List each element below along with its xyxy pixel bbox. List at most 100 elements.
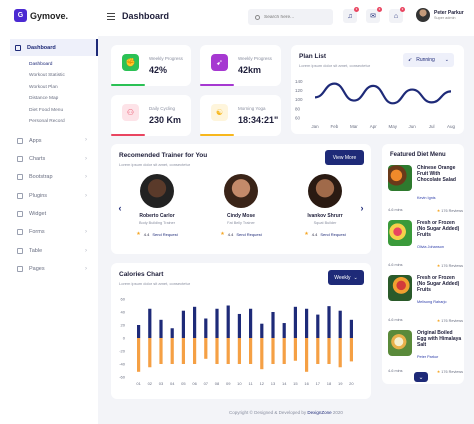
star-icon: ★ bbox=[136, 231, 141, 237]
search-icon[interactable] bbox=[255, 14, 260, 20]
search-input[interactable] bbox=[264, 14, 324, 20]
bar bbox=[237, 338, 241, 364]
sidebar-item-table[interactable]: Table › bbox=[0, 242, 98, 260]
stat-label: Weekly Progress bbox=[149, 56, 183, 61]
y-tick-label: -20 bbox=[119, 349, 126, 354]
y-tick-label: 120 bbox=[295, 88, 303, 93]
featured-diet-menu-card: Featured Diet Menu Chinese Orange Fruit … bbox=[382, 144, 464, 384]
trainer-role: Fat Belly Trainer bbox=[227, 221, 255, 225]
trainer-subtitle: Lorem ipsum dolor sit amet, consectetur bbox=[119, 162, 191, 167]
diet-menu-item[interactable]: Original Boiled Egg with Himalaya Salt 4… bbox=[388, 330, 463, 374]
brand[interactable]: G Gymove. bbox=[14, 9, 68, 22]
bar bbox=[260, 323, 264, 338]
messages-button[interactable]: ✉ 3 bbox=[366, 7, 382, 23]
bicycle-icon: ⚇ bbox=[122, 104, 139, 121]
food-reviews: 176 Reviews bbox=[441, 209, 463, 213]
food-author[interactable]: Kevin Ignis bbox=[417, 196, 436, 200]
stat-value: 42km bbox=[238, 65, 262, 75]
footer-link[interactable]: DexignZone bbox=[307, 410, 332, 415]
sidebar-item-plugins[interactable]: Plugins › bbox=[0, 187, 98, 205]
notification-button[interactable]: ♫ 3 bbox=[343, 7, 359, 23]
charts-icon bbox=[17, 155, 23, 162]
x-tick-label: 12 bbox=[260, 381, 265, 386]
sidebar-item-widget[interactable]: Widget bbox=[0, 205, 98, 223]
food-meta: 4-6 mins ★ 176 Reviews bbox=[388, 318, 463, 323]
chevron-right-icon: › bbox=[85, 247, 87, 254]
trainer-card[interactable]: Ivankov Shrurr Squat Builder ★ 4.4 Send Re… bbox=[295, 174, 355, 237]
search-box bbox=[248, 9, 333, 25]
bar bbox=[137, 325, 141, 338]
send-request-link[interactable]: Send Request bbox=[320, 231, 346, 237]
bar bbox=[349, 338, 353, 362]
x-tick-label: 02 bbox=[148, 381, 153, 386]
header: Dashboard ♫ 3 ✉ 3 ⌂ 3 Peter Parkur Super… bbox=[98, 0, 474, 36]
submenu-distance-map[interactable]: Distance Map bbox=[29, 96, 59, 102]
x-tick-label: Mar bbox=[350, 124, 358, 129]
send-request-link[interactable]: Send Request bbox=[236, 231, 262, 237]
stat-card-weekly-progress[interactable]: ✊ Weekly Progress 42% bbox=[111, 45, 191, 86]
submenu-diet-food-menu[interactable]: Diet Food Menu bbox=[29, 107, 64, 113]
sidebar-item-forms[interactable]: Forms › bbox=[0, 223, 98, 241]
sidebar-item-pages[interactable]: Pages › bbox=[0, 260, 98, 278]
user-profile[interactable]: Peter Parkur Super admin bbox=[416, 8, 464, 22]
diet-menu-item[interactable]: Chinese Orange Fruit With Chocolate Sala… bbox=[388, 165, 463, 213]
bar bbox=[249, 338, 253, 364]
nav: Dashboard Dashboard Workout Statistic Wo… bbox=[0, 39, 98, 278]
bar bbox=[305, 308, 309, 338]
send-request-link[interactable]: Send Request bbox=[152, 231, 178, 237]
y-tick-label: 140 bbox=[295, 79, 303, 84]
bar bbox=[260, 338, 264, 370]
chevron-left-icon[interactable]: ‹ bbox=[118, 203, 122, 213]
runner-icon: ➹ bbox=[211, 54, 228, 71]
food-author[interactable]: Olivia Johanson bbox=[417, 245, 445, 249]
view-more-button[interactable]: View More bbox=[325, 150, 364, 165]
trainer-card[interactable]: Roberto Carlor Body Building Trainer ★ 4.… bbox=[127, 174, 187, 237]
bar bbox=[148, 308, 152, 338]
runner-icon: ➹ bbox=[408, 57, 413, 63]
food-thumbnail bbox=[388, 220, 412, 246]
submenu-workout-plan[interactable]: Workout Plan bbox=[29, 84, 58, 90]
x-tick-label: 18 bbox=[327, 381, 332, 386]
food-name: Fresh or Frozen (No Sugar Added) Fruits bbox=[417, 275, 460, 293]
sidebar-item-label: Bootstrap bbox=[29, 174, 53, 181]
x-tick-label: 20 bbox=[349, 381, 354, 386]
bar bbox=[193, 338, 197, 364]
notification-badge: 3 bbox=[354, 7, 359, 12]
stat-card-weekly-distance[interactable]: ➹ Weekly Progress 42km bbox=[200, 45, 281, 86]
sidebar-item-charts[interactable]: Charts › bbox=[0, 150, 98, 168]
submenu-dashboard[interactable]: Dashboard bbox=[29, 62, 53, 67]
stat-progress-bar bbox=[111, 134, 145, 136]
sidebar-item-bootstrap[interactable]: Bootstrap › bbox=[0, 168, 98, 186]
x-tick-label: 15 bbox=[293, 381, 298, 386]
chevron-down-icon[interactable]: ⌄ bbox=[414, 372, 428, 382]
trainer-card[interactable]: Cindy Mose Fat Belly Trainer ★ 4.4 Send Re… bbox=[211, 174, 271, 237]
weekly-dropdown[interactable]: Weekly ⌄ bbox=[328, 270, 364, 285]
chevron-down-icon: ⌄ bbox=[353, 274, 358, 281]
sidebar-item-apps[interactable]: Apps › bbox=[0, 131, 98, 149]
stat-card-daily-cycling[interactable]: ⚇ Daily Cycling 230 Km bbox=[111, 95, 191, 136]
bar bbox=[305, 338, 309, 372]
star-icon: ★ bbox=[436, 264, 441, 268]
sidebar-item-dashboard[interactable]: Dashboard bbox=[10, 39, 98, 56]
bar bbox=[137, 338, 141, 372]
chevron-down-icon: ⌄ bbox=[444, 57, 449, 63]
chevron-right-icon[interactable]: › bbox=[360, 203, 364, 213]
sidebar: G Gymove. Dashboard Dashboard Workout St… bbox=[0, 0, 98, 424]
plan-dropdown[interactable]: ➹ Running ⌄ bbox=[403, 53, 454, 67]
food-author[interactable]: Peter Parkur bbox=[417, 355, 439, 359]
messages-badge: 3 bbox=[377, 7, 382, 12]
food-author[interactable]: Melisong Raharjo bbox=[417, 300, 447, 304]
bar bbox=[327, 338, 331, 364]
diet-menu-item[interactable]: Fresh or Frozen (No Sugar Added) Fruits … bbox=[388, 275, 463, 323]
sidebar-item-label: Forms bbox=[29, 229, 45, 236]
star-icon: ★ bbox=[304, 231, 309, 237]
diet-menu-item[interactable]: Fresh or Frozen (No Sugar Added) Fruits … bbox=[388, 220, 463, 268]
recommended-trainer-card: Recomended Trainer for You Lorem ipsum d… bbox=[111, 144, 371, 254]
stat-card-morning-yoga[interactable]: ☯ Morning Yoga 18:34:21" bbox=[200, 95, 281, 136]
bell-icon: ♫ bbox=[347, 12, 353, 20]
sidebar-item-label: Pages bbox=[29, 266, 45, 273]
hamburger-icon[interactable] bbox=[107, 13, 115, 22]
gift-button[interactable]: ⌂ 3 bbox=[389, 7, 405, 23]
submenu-workout-statistic[interactable]: Workout Statistic bbox=[29, 73, 65, 79]
submenu-personal-record[interactable]: Personal Record bbox=[29, 118, 65, 124]
